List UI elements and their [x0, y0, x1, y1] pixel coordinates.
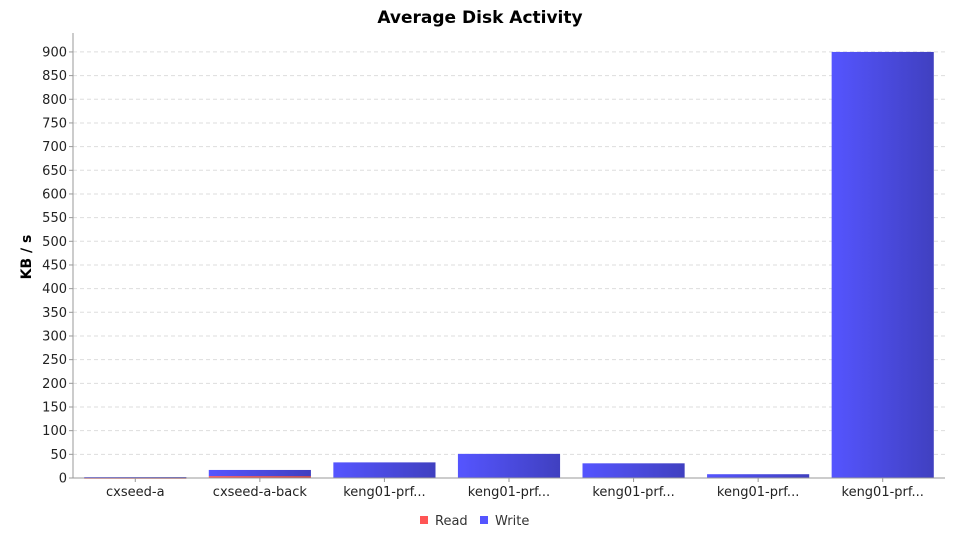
bar-read-1 [208, 476, 311, 478]
x-category-label: keng01-prf... [468, 485, 550, 500]
legend-swatch-write [480, 516, 488, 524]
bar-write-6 [831, 51, 934, 479]
y-tick-label: 850 [42, 69, 67, 84]
y-tick-label: 800 [42, 93, 67, 108]
legend: Read Write [420, 514, 529, 529]
legend-swatch-read [420, 516, 428, 524]
y-tick-label: 400 [42, 282, 67, 297]
y-tick-label: 250 [42, 353, 67, 368]
x-category-label: keng01-prf... [343, 485, 425, 500]
x-category-label: keng01-prf... [717, 485, 799, 500]
legend-label-read: Read [435, 514, 468, 529]
y-tick-label: 500 [42, 235, 67, 250]
x-category-label: keng01-prf... [592, 485, 674, 500]
y-tick-label: 350 [42, 306, 67, 321]
y-tick-label: 200 [42, 377, 67, 392]
x-category-label: cxseed-a [106, 485, 165, 500]
bar-write-5 [707, 474, 810, 478]
y-tick-label: 550 [42, 211, 67, 226]
grid-lines [73, 51, 945, 455]
x-axis-categories: cxseed-a cxseed-a-back keng01-prf... keng01… [106, 478, 924, 500]
bar-write-4 [582, 463, 685, 478]
y-tick-label: 50 [50, 448, 67, 463]
y-tick-label: 300 [42, 329, 67, 344]
bar-write-2 [333, 462, 436, 478]
x-category-label: keng01-prf... [842, 485, 924, 500]
bar-write-1 [208, 469, 311, 477]
x-category-label: cxseed-a-back [213, 485, 308, 500]
y-tick-label: 150 [42, 400, 67, 415]
y-axis-ticks: 0 50 100 150 200 250 300 350 400 450 500 550 600 650 7… [42, 45, 73, 487]
y-tick-label: 650 [42, 164, 67, 179]
y-axis-label: KB / s [19, 235, 35, 280]
chart-title: Average Disk Activity [377, 8, 582, 28]
bars [84, 51, 934, 479]
y-tick-label: 100 [42, 424, 67, 439]
y-tick-label: 450 [42, 258, 67, 273]
y-tick-label: 600 [42, 187, 67, 202]
legend-label-write: Write [495, 514, 529, 529]
y-tick-label: 0 [59, 472, 67, 487]
bar-write-3 [457, 453, 561, 478]
y-tick-label: 700 [42, 140, 67, 155]
y-tick-label: 900 [42, 45, 67, 60]
y-tick-label: 750 [42, 116, 67, 131]
